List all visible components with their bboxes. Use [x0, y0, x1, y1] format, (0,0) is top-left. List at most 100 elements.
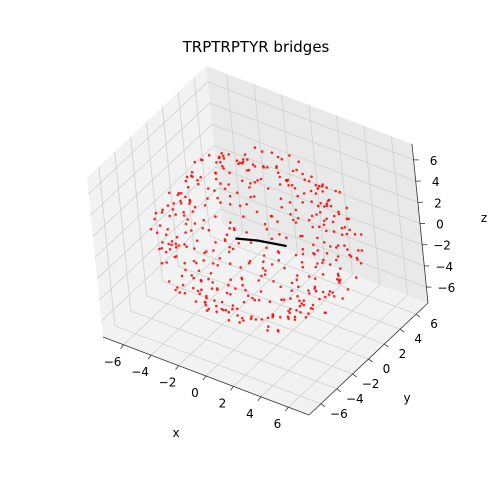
data-point — [184, 231, 187, 234]
data-point — [212, 249, 215, 252]
data-point — [227, 183, 230, 186]
data-point — [333, 215, 336, 218]
data-point — [213, 189, 216, 192]
data-point — [248, 186, 251, 189]
data-point — [308, 275, 311, 278]
y-tick-mark — [337, 389, 341, 392]
data-point — [289, 213, 292, 216]
data-point — [237, 242, 240, 245]
data-point — [270, 215, 273, 218]
data-point — [245, 203, 248, 206]
data-point — [289, 308, 292, 311]
data-point — [204, 204, 207, 207]
data-point — [242, 215, 245, 218]
data-point — [168, 215, 171, 218]
z-tick-label: 6 — [430, 154, 438, 168]
x-tick-label: −6 — [104, 355, 122, 369]
data-point — [201, 159, 204, 162]
data-point — [183, 243, 186, 246]
data-point — [180, 192, 183, 195]
data-point — [261, 318, 264, 321]
data-point — [232, 248, 235, 251]
data-point — [323, 205, 326, 208]
data-point — [280, 298, 283, 301]
data-point — [264, 223, 267, 226]
x-tick-label: 2 — [219, 396, 227, 410]
data-point — [301, 173, 304, 176]
data-point — [228, 311, 231, 314]
data-point — [267, 325, 270, 328]
data-point — [192, 277, 195, 280]
data-point — [301, 201, 304, 204]
data-point — [224, 238, 227, 241]
data-point — [161, 241, 164, 244]
data-point — [338, 213, 341, 216]
data-point — [227, 153, 230, 156]
data-point — [263, 166, 266, 169]
data-point — [291, 282, 294, 285]
data-point — [330, 205, 333, 208]
data-point — [158, 248, 161, 251]
data-point — [347, 218, 350, 221]
data-point — [225, 309, 228, 312]
data-point — [185, 245, 188, 248]
data-point — [272, 314, 275, 317]
data-point — [227, 284, 230, 287]
data-point — [312, 304, 315, 307]
data-point — [229, 262, 232, 265]
data-point — [316, 262, 319, 265]
data-point — [254, 181, 257, 184]
data-point — [186, 218, 189, 221]
data-point — [192, 287, 195, 290]
data-point — [295, 309, 298, 312]
data-point — [187, 186, 190, 189]
data-point — [299, 305, 302, 308]
y-tick-label: −4 — [346, 392, 364, 406]
y-tick-mark — [321, 404, 325, 407]
data-point — [318, 226, 321, 229]
data-point — [175, 243, 178, 246]
data-point — [294, 318, 297, 321]
data-point — [315, 290, 318, 293]
data-point — [280, 197, 283, 200]
data-point — [328, 293, 331, 296]
data-point — [317, 187, 320, 190]
data-point — [210, 272, 213, 275]
data-point — [222, 167, 225, 170]
data-point — [150, 228, 153, 231]
data-point — [229, 195, 232, 198]
data-point — [311, 215, 314, 218]
data-point — [258, 299, 261, 302]
data-point — [249, 260, 252, 263]
y-tick-mark — [384, 344, 388, 347]
data-point — [167, 204, 170, 207]
data-point — [215, 172, 218, 175]
data-point — [254, 146, 257, 149]
data-point — [215, 161, 218, 164]
data-point — [178, 244, 181, 247]
data-point — [264, 273, 267, 276]
data-point — [313, 253, 316, 256]
data-point — [319, 202, 322, 205]
data-point — [272, 280, 275, 283]
data-point — [288, 154, 291, 157]
data-point — [332, 221, 335, 224]
data-point — [323, 241, 326, 244]
data-point — [301, 261, 304, 264]
data-point — [218, 156, 221, 159]
data-point — [321, 183, 324, 186]
data-point — [248, 169, 251, 172]
data-point — [333, 295, 336, 298]
data-point — [307, 289, 310, 292]
data-point — [215, 178, 218, 181]
data-point — [297, 217, 300, 220]
data-point — [324, 296, 327, 299]
data-point — [281, 158, 284, 161]
data-point — [303, 304, 306, 307]
data-point — [302, 266, 305, 269]
y-tick-mark — [369, 359, 373, 362]
data-point — [287, 310, 290, 313]
data-point — [195, 300, 198, 303]
data-point — [190, 229, 193, 232]
data-point — [254, 165, 257, 168]
